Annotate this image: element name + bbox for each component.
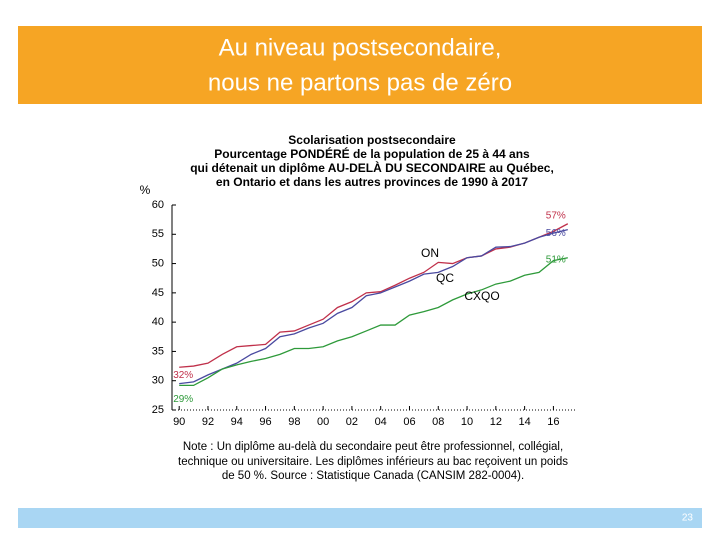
x-tick-label: 92	[202, 416, 214, 428]
x-tick-label: 10	[461, 416, 473, 428]
chart-title: Pourcentage PONDÉRÉ de la population de …	[214, 146, 530, 161]
x-tick-label: 02	[346, 416, 358, 428]
x-tick-label: 08	[432, 416, 444, 428]
y-tick-label: 60	[152, 199, 164, 211]
series-name: CXQO	[464, 289, 499, 303]
y-tick-label: 25	[152, 404, 164, 416]
header-band	[18, 26, 702, 104]
y-axis-label: %	[140, 183, 151, 197]
page-number: 23	[682, 513, 694, 524]
note: de 50 %. Source : Statistique Canada (CA…	[222, 470, 524, 482]
chart-title: Scolarisation postsecondaire	[288, 133, 456, 147]
y-tick-label: 55	[152, 228, 164, 240]
header-title: Au niveau postsecondaire,	[219, 34, 502, 61]
x-tick-label: 16	[547, 416, 559, 428]
series-name: QC	[436, 271, 454, 285]
x-tick-label: 94	[231, 416, 243, 428]
chart-title: en Ontario et dans les autres provinces …	[216, 175, 528, 189]
chart-title: qui détenait un diplôme AU-DELÀ DU SECON…	[190, 160, 554, 175]
y-tick-label: 35	[152, 345, 164, 357]
value-label: 57%	[546, 210, 566, 221]
y-tick-label: 40	[152, 316, 164, 328]
x-tick-label: 98	[288, 416, 300, 428]
note: technique ou universitaire. Les diplômes…	[178, 456, 568, 468]
x-tick-label: 04	[375, 416, 387, 428]
series-line	[179, 223, 569, 368]
series-name: ON	[421, 246, 439, 260]
x-tick-label: 00	[317, 416, 329, 428]
plot: 25 30 35 40 45 50 55 60 90 92 94 96 98 00 02 04 06 08 10 12…	[152, 199, 575, 428]
value-label: 32%	[173, 370, 193, 381]
y-tick-label: 30	[152, 375, 164, 387]
y-tick-label: 50	[152, 257, 164, 269]
x-tick-label: 96	[259, 416, 271, 428]
x-tick-label: 90	[173, 416, 185, 428]
value-label: 29%	[173, 394, 193, 405]
note: Note : Un diplôme au-delà du secondaire …	[183, 441, 563, 453]
value-label: 56%	[546, 228, 566, 239]
series-line	[179, 257, 568, 387]
x-tick-label: 14	[519, 416, 531, 428]
x-tick-label: 12	[490, 416, 502, 428]
footer-band	[18, 508, 702, 528]
y-tick-label: 45	[152, 287, 164, 299]
series-line	[179, 228, 568, 385]
header-title: nous ne partons pas de zéro	[208, 69, 512, 96]
x-tick-label: 06	[403, 416, 415, 428]
value-label: 51%	[546, 254, 566, 265]
